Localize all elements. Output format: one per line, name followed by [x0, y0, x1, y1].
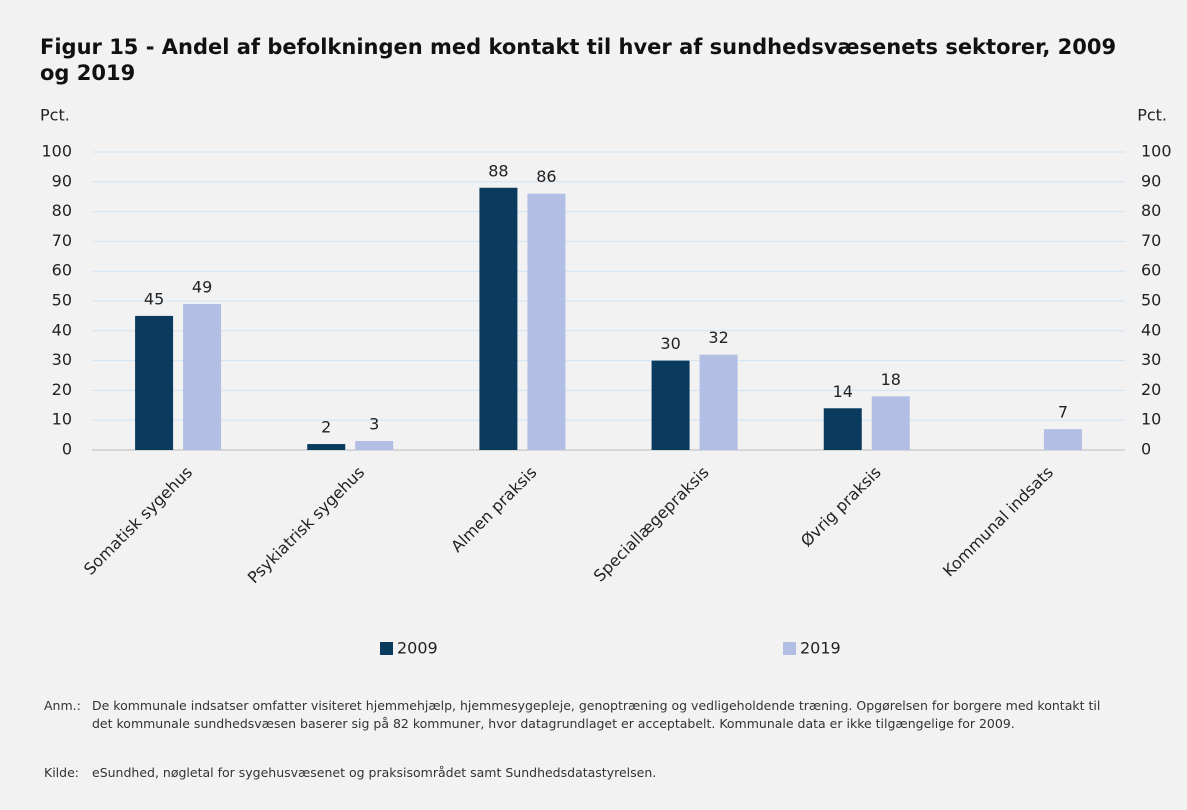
- bar: [479, 187, 518, 450]
- y-axis-label: Pct.: [40, 106, 70, 125]
- legend-label: 2009: [397, 639, 438, 658]
- bar: [183, 303, 222, 450]
- y-tick-label: 40: [52, 320, 72, 339]
- bar: [135, 315, 174, 450]
- y2-tick-label: 10: [1141, 410, 1161, 429]
- value-label: 45: [144, 289, 164, 308]
- x-tick-label: Kommunal indsats: [939, 463, 1057, 581]
- legend-label: 2019: [800, 639, 841, 658]
- y-tick-label: 70: [52, 231, 72, 250]
- value-label: 14: [833, 382, 853, 401]
- value-label: 2: [321, 418, 331, 437]
- bar: [699, 354, 738, 450]
- x-tick-label: Almen praksis: [447, 463, 540, 556]
- value-label: 32: [708, 328, 728, 347]
- y2-tick-label: 50: [1141, 291, 1161, 310]
- value-label: 30: [660, 334, 680, 353]
- value-label: 49: [192, 277, 212, 296]
- bar: [823, 408, 862, 450]
- y-tick-label: 20: [52, 380, 72, 399]
- bar: [355, 441, 394, 450]
- y2-tick-label: 20: [1141, 380, 1161, 399]
- y2-tick-label: 60: [1141, 261, 1161, 280]
- y2-axis-label: Pct.: [1137, 106, 1167, 125]
- y2-tick-label: 80: [1141, 201, 1161, 220]
- note-label: Kilde:: [44, 765, 79, 780]
- y-tick-label: 90: [52, 171, 72, 190]
- y2-tick-label: 0: [1141, 440, 1151, 459]
- y-tick-label: 50: [52, 291, 72, 310]
- x-tick-label: Øvrig praksis: [797, 463, 885, 551]
- bar: [1043, 429, 1082, 450]
- bar: [527, 193, 566, 450]
- x-tick-label: Somatisk sygehus: [80, 463, 196, 579]
- note-text: De kommunale indsatser omfatter visitere…: [92, 698, 1101, 731]
- y2-tick-label: 30: [1141, 350, 1161, 369]
- value-label: 18: [881, 370, 901, 389]
- value-label: 86: [536, 167, 556, 186]
- y-tick-label: 10: [52, 410, 72, 429]
- note-label: Anm.:: [44, 698, 81, 713]
- bar: [307, 444, 346, 450]
- bar: [651, 360, 690, 450]
- bar: [871, 396, 910, 450]
- y-tick-label: 30: [52, 350, 72, 369]
- y2-tick-label: 40: [1141, 320, 1161, 339]
- value-label: 7: [1058, 403, 1068, 422]
- y-tick-label: 60: [52, 261, 72, 280]
- x-tick-label: Speciallægepraksis: [590, 463, 713, 586]
- chart-title: Figur 15 - Andel af befolkningen med kon…: [40, 35, 1117, 85]
- x-tick-label: Psykiatrisk sygehus: [244, 463, 369, 588]
- y2-tick-label: 100: [1141, 142, 1172, 161]
- value-label: 88: [488, 161, 508, 180]
- legend-swatch: [380, 642, 393, 655]
- note-text: eSundhed, nøgletal for sygehusvæsenet og…: [92, 765, 657, 780]
- y2-tick-label: 90: [1141, 171, 1161, 190]
- value-label: 3: [369, 415, 379, 434]
- y2-tick-label: 70: [1141, 231, 1161, 250]
- legend-swatch: [783, 642, 796, 655]
- y-tick-label: 80: [52, 201, 72, 220]
- y-tick-label: 100: [41, 142, 72, 161]
- y-tick-label: 0: [62, 440, 72, 459]
- note: Anm.: De kommunale indsatser omfatter vis…: [44, 697, 1124, 733]
- note: Kilde: eSundhed, nøgletal for sygehusvæse…: [44, 764, 1124, 782]
